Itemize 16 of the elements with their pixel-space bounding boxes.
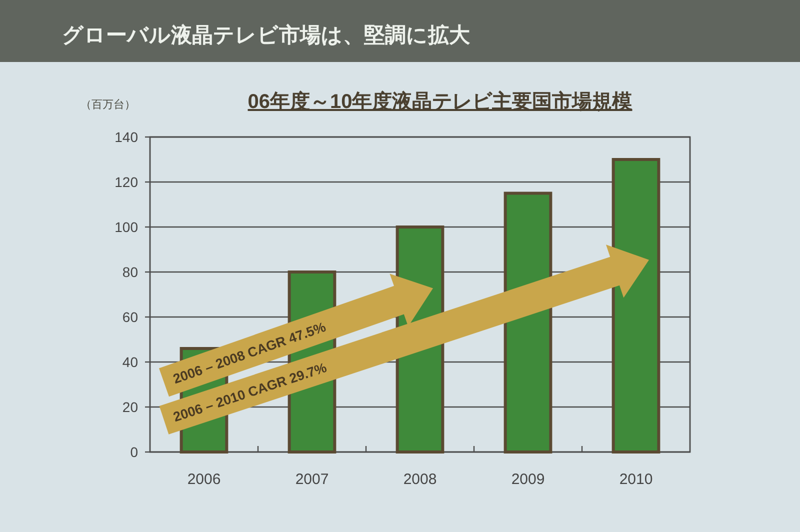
x-tick-label: 2006 [187,471,221,488]
y-tick-label: 80 [122,264,138,280]
y-axis-title: （百万台） [80,98,136,111]
y-tick-label: 100 [114,219,138,235]
x-tick-label: 2009 [511,471,545,488]
x-tick-label: 2007 [295,471,329,488]
y-tick-label: 60 [122,309,138,325]
y-tick-label: 40 [122,354,138,370]
y-tick-label: 20 [122,399,138,415]
x-tick-label: 2010 [619,471,653,488]
x-tick-label: 2008 [403,471,437,488]
y-tick-label: 120 [114,174,138,190]
chart-title: グローバル液晶テレビ市場は、堅調に拡大 [62,23,471,47]
y-tick-label: 0 [130,444,138,460]
y-tick-label: 140 [114,129,138,145]
chart-subtitle: 06年度～10年度液晶テレビ主要国市場規模 [248,90,632,113]
